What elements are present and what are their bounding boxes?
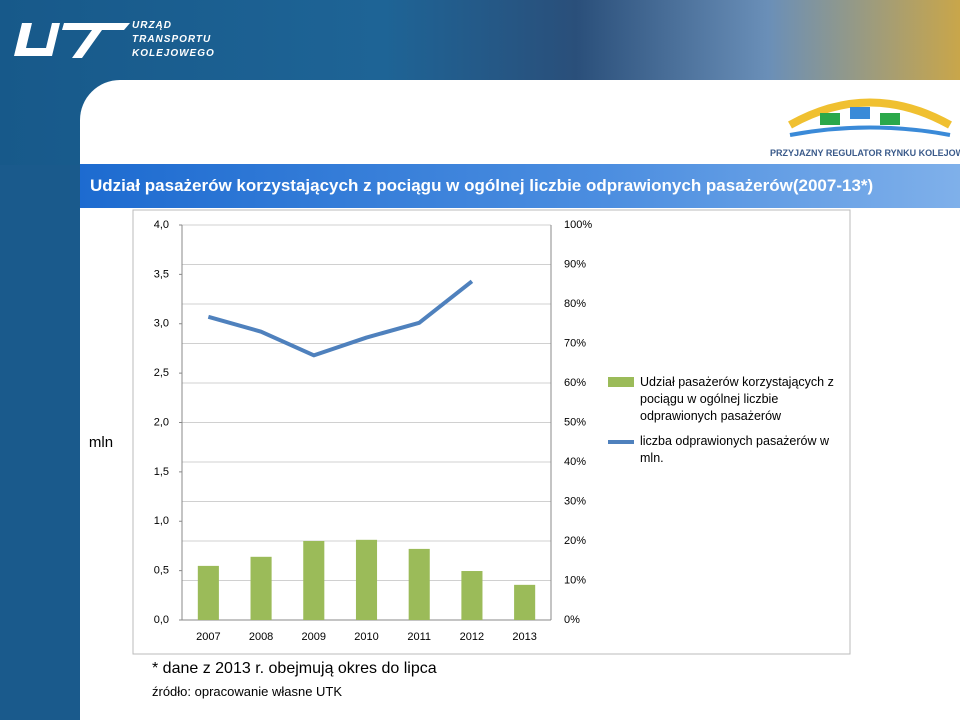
bar (514, 584, 536, 620)
y-tick-label: 2,0 (154, 416, 169, 428)
y2-tick-label: 60% (564, 377, 586, 389)
y2-tick-label: 20% (564, 535, 586, 547)
legend-label: Udział pasażerów korzystających z pociąg… (640, 375, 834, 423)
y-tick-label: 1,0 (154, 515, 169, 527)
bar (461, 571, 483, 620)
y-tick-label: 3,0 (154, 318, 169, 330)
legend-swatch (608, 377, 634, 387)
y2-tick-label: 10% (564, 574, 586, 586)
legend-entry: liczba odprawionych pasażerów w mln. (608, 433, 848, 467)
x-tick-label: 2010 (354, 631, 378, 643)
source-note: źródło: opracowanie własne UTK (152, 684, 343, 699)
line (207, 279, 474, 358)
x-tick-label: 2009 (302, 631, 326, 643)
logo-text: KOLEJOWEGO (132, 48, 215, 59)
bar (355, 539, 378, 620)
y2-tick-label: 100% (564, 219, 592, 231)
x-tick-label: 2013 (512, 631, 536, 643)
y-tick-label: 4,0 (154, 219, 169, 231)
y-tick-label: 2,5 (154, 367, 169, 379)
bar (408, 548, 430, 620)
x-tick-label: 2008 (249, 631, 273, 643)
x-tick-label: 2007 (196, 631, 220, 643)
y-tick-label: 1,5 (154, 466, 169, 478)
y2-tick-label: 0% (564, 614, 580, 626)
y2-tick-label: 50% (564, 416, 586, 428)
bar (197, 565, 219, 620)
y2-tick-label: 80% (564, 298, 586, 310)
y-tick-label: 3,5 (154, 268, 169, 280)
bar (303, 541, 325, 620)
y2-tick-label: 70% (564, 337, 586, 349)
chart-title: Udział pasażerów korzystających z pociąg… (80, 164, 960, 208)
x-tick-label: 2012 (460, 631, 484, 643)
y-tick-label: 0,0 (154, 614, 169, 626)
legend-swatch (608, 440, 634, 444)
x-tick-label: 2011 (407, 631, 431, 643)
bar (250, 556, 272, 620)
legend-entry: Udział pasażerów korzystających z pociąg… (608, 374, 848, 425)
y2-tick-label: 40% (564, 456, 586, 468)
slogan: PRZYJAZNY REGULATOR RYNKU KOLEJOWEGO (770, 148, 960, 158)
y2-tick-label: 90% (564, 258, 586, 270)
legend-label: liczba odprawionych pasażerów w mln. (640, 434, 829, 465)
y2-tick-label: 30% (564, 495, 586, 507)
y-tick-label: 0,5 (154, 565, 169, 577)
footnote: * dane z 2013 r. obejmują okres do lipca (152, 660, 437, 677)
logo (14, 23, 130, 58)
y-axis-label: mln (89, 434, 113, 451)
legend: Udział pasażerów korzystających z pociąg… (608, 374, 848, 475)
regulator-logo (788, 98, 952, 137)
logo-text: URZĄD (132, 20, 172, 31)
logo-text: TRANSPORTU (132, 34, 212, 45)
